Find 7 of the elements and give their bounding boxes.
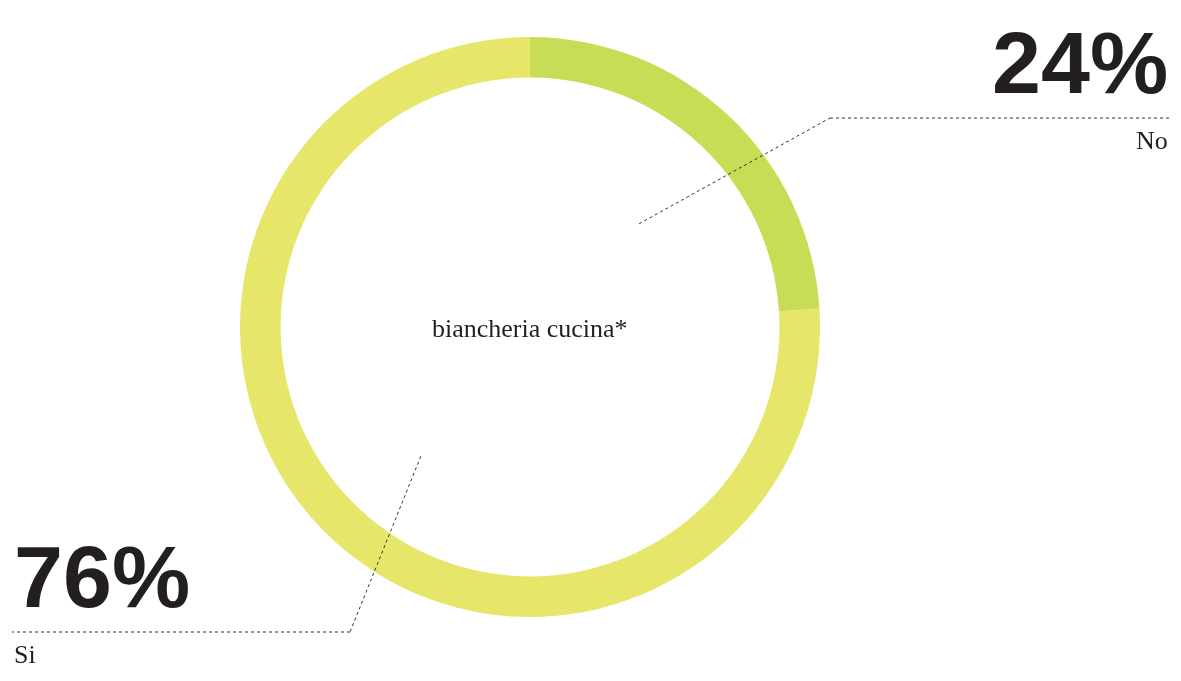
donut-slice bbox=[530, 37, 820, 312]
data-label: 76% bbox=[14, 527, 191, 626]
slice-label: Si bbox=[14, 640, 36, 669]
text: biancheria cucina* bbox=[432, 314, 628, 343]
donut-slice bbox=[240, 37, 820, 617]
slice-label: No bbox=[1136, 126, 1168, 155]
data-label: 24% bbox=[992, 13, 1169, 112]
